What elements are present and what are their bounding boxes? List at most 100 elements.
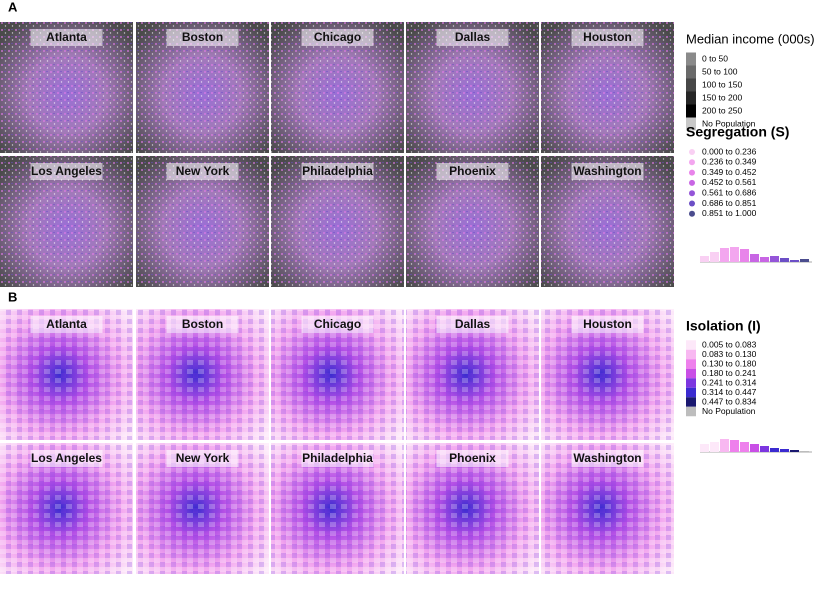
city-label-bg	[30, 29, 103, 46]
legend-swatch	[689, 190, 695, 197]
city-label: Dallas	[455, 30, 491, 44]
legend-swatch	[686, 340, 696, 350]
city-label-bg	[166, 29, 239, 46]
legend-swatch	[689, 179, 695, 186]
histogram-bar	[740, 249, 749, 262]
city-label-bg	[571, 450, 644, 467]
city-label-bg	[436, 29, 509, 46]
legend-label: 0.005 to 0.083	[702, 339, 757, 349]
legend-label: No Population	[702, 406, 756, 416]
city-label: New York	[176, 164, 230, 178]
legend-title: Isolation (I)	[686, 318, 761, 334]
legend-label: 0.452 to 0.561	[702, 177, 757, 187]
city-label-bg	[436, 163, 509, 180]
city-label-bg	[436, 316, 509, 333]
city-label: Boston	[182, 30, 223, 44]
city-label-bg	[301, 450, 374, 467]
city-label-bg	[301, 163, 374, 180]
histogram-bar	[770, 448, 779, 452]
city-label: New York	[176, 451, 230, 465]
city-label: Washington	[573, 451, 641, 465]
city-label: Los Angeles	[31, 164, 102, 178]
city-label-bg	[571, 163, 644, 180]
city-label: Boston	[182, 317, 223, 331]
city-label-bg	[166, 450, 239, 467]
legend-title: Segregation (S)	[686, 124, 789, 140]
city-label: Philadelphia	[302, 164, 373, 178]
histogram-bar	[800, 451, 809, 452]
city-label-bg	[30, 450, 103, 467]
histogram-bar	[760, 257, 769, 262]
legend-swatch	[686, 406, 696, 417]
legend-swatch	[689, 200, 695, 207]
legend-swatch	[689, 210, 695, 217]
legend-swatch	[686, 359, 696, 369]
legend-swatch	[686, 91, 696, 105]
legend-label: 0.180 to 0.241	[702, 368, 757, 378]
histogram-bar	[780, 258, 789, 262]
histogram-bar	[790, 450, 799, 452]
panel-label: A	[8, 0, 18, 14]
city-label-bg	[166, 163, 239, 180]
legend-swatch	[686, 397, 696, 407]
legend-label: 0.083 to 0.130	[702, 349, 757, 359]
histogram-bar	[800, 259, 809, 262]
city-label: Phoenix	[449, 164, 496, 178]
histogram-bar	[760, 446, 769, 452]
legend-swatch	[686, 65, 696, 79]
legend-label: 200 to 250	[702, 105, 742, 115]
legend-label: 0.561 to 0.686	[702, 187, 757, 197]
legend-label: No Population	[702, 118, 756, 128]
city-label: Phoenix	[449, 451, 496, 465]
legend-swatch	[689, 149, 695, 155]
city-label-bg	[166, 316, 239, 333]
legend-label: 0.130 to 0.180	[702, 358, 757, 368]
city-label: Philadelphia	[302, 451, 373, 465]
city-label-bg	[571, 316, 644, 333]
legend-swatch	[686, 52, 696, 66]
city-label-bg	[30, 316, 103, 333]
city-label: Washington	[573, 164, 641, 178]
city-label: Atlanta	[46, 317, 87, 331]
legend-label: 0.000 to 0.236	[702, 146, 757, 156]
city-label-bg	[301, 29, 374, 46]
legend-label: 0.851 to 1.000	[702, 208, 757, 218]
legend-swatch	[686, 349, 696, 360]
city-label: Los Angeles	[31, 451, 102, 465]
city-label-bg	[301, 316, 374, 333]
city-label: Chicago	[314, 317, 361, 331]
legend-label: 0.349 to 0.452	[702, 167, 757, 177]
histogram-bar	[790, 260, 799, 262]
legend-swatch	[686, 387, 696, 398]
histogram-bar	[720, 248, 729, 262]
histogram-bar	[700, 444, 709, 452]
legend-label: 100 to 150	[702, 79, 742, 89]
city-label: Atlanta	[46, 30, 87, 44]
legend-label: 150 to 200	[702, 92, 742, 102]
histogram-bar	[780, 449, 789, 452]
legend-swatch	[686, 104, 696, 118]
city-label-bg	[436, 450, 509, 467]
city-label: Houston	[583, 317, 632, 331]
histogram-bar	[770, 256, 779, 262]
legend-label: 0.686 to 0.851	[702, 198, 757, 208]
histogram-bar	[740, 442, 749, 452]
legend-swatch	[686, 368, 696, 379]
legend-label: 50 to 100	[702, 66, 738, 76]
panel-label: B	[8, 289, 17, 304]
legend-title: Median income (000s)	[686, 31, 815, 46]
histogram-bar	[710, 252, 719, 262]
legend-label: 0.447 to 0.834	[702, 396, 757, 406]
legend-swatch	[686, 78, 696, 92]
legend-label: 0.314 to 0.447	[702, 387, 757, 397]
city-label: Dallas	[455, 317, 491, 331]
legend-swatch	[689, 159, 695, 166]
city-label-bg	[30, 163, 103, 180]
histogram-bar	[710, 442, 719, 452]
histogram-bar	[730, 440, 739, 452]
legend-swatch	[686, 117, 696, 131]
legend-label: 0.236 to 0.349	[702, 157, 757, 167]
histogram-bar	[750, 254, 759, 262]
histogram-bar	[700, 256, 709, 262]
